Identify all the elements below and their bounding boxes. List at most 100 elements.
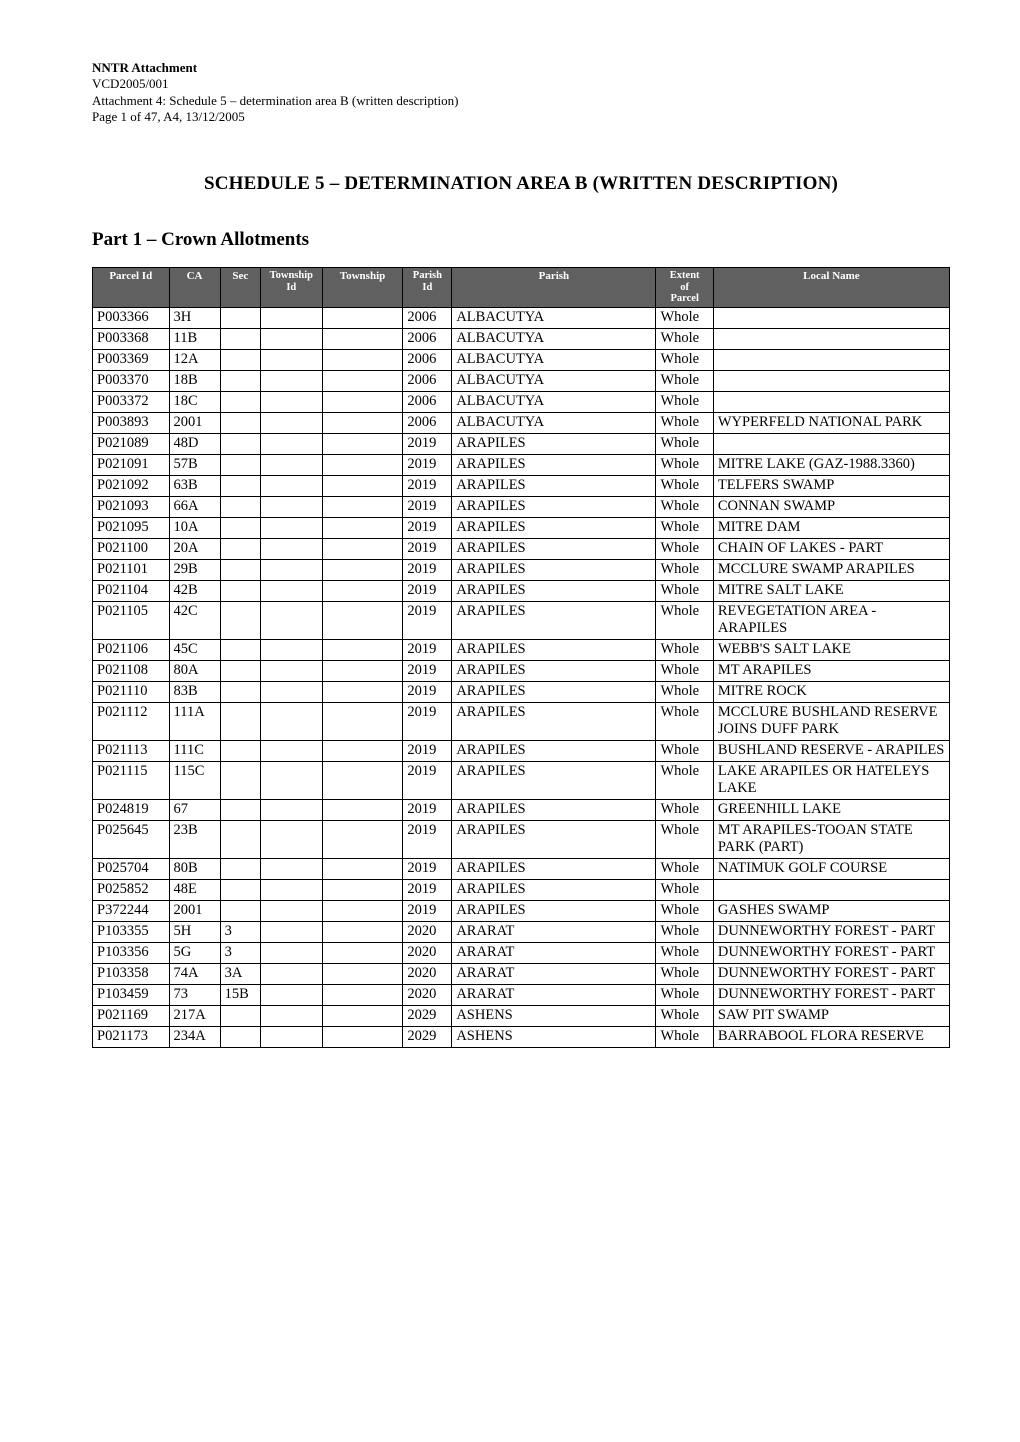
cell-parcel_id: P003370 [93,370,170,391]
cell-extent: Whole [656,702,713,740]
cell-township [322,496,403,517]
cell-local_name: DUNNEWORTHY FOREST - PART [713,942,949,963]
allotments-table: Parcel IdCASecTownshipIdTownshipParishId… [92,267,950,1048]
cell-parish: ALBACUTYA [452,370,656,391]
cell-parcel_id: P003893 [93,412,170,433]
cell-extent: Whole [656,517,713,538]
col-header-parcel_id: Parcel Id [93,268,170,308]
cell-ca: 18C [169,391,220,412]
cell-parish: ARAPILES [452,681,656,702]
cell-parish: ARAPILES [452,538,656,559]
cell-parish_id: 2019 [403,517,452,538]
table-row: P02564523B2019ARAPILESWholeMT ARAPILES-T… [93,820,950,858]
table-row: P37224420012019ARAPILESWholeGASHES SWAMP [93,900,950,921]
cell-ca: 3H [169,307,220,328]
cell-township [322,702,403,740]
cell-township_id [260,1005,322,1026]
table-row: P1034597315B2020ARARATWholeDUNNEWORTHY F… [93,984,950,1005]
cell-parish_id: 2006 [403,412,452,433]
cell-township [322,517,403,538]
cell-sec [220,328,260,349]
cell-township [322,559,403,580]
cell-parcel_id: P024819 [93,799,170,820]
cell-township_id [260,307,322,328]
cell-township_id [260,601,322,639]
page: NNTR Attachment VCD2005/001 Attachment 4… [0,0,1020,1442]
cell-parcel_id: P103358 [93,963,170,984]
cell-parish: ARAPILES [452,580,656,601]
cell-parish: ARAPILES [452,601,656,639]
cell-parcel_id: P103355 [93,921,170,942]
cell-parcel_id: P021169 [93,1005,170,1026]
table-row: P02109366A2019ARAPILESWholeCONNAN SWAMP [93,496,950,517]
cell-township_id [260,740,322,761]
cell-extent: Whole [656,370,713,391]
cell-parish_id: 2019 [403,433,452,454]
cell-sec [220,538,260,559]
cell-parish_id: 2006 [403,391,452,412]
cell-parish: ALBACUTYA [452,412,656,433]
cell-parcel_id: P003368 [93,328,170,349]
cell-parcel_id: P021092 [93,475,170,496]
cell-parish_id: 2019 [403,538,452,559]
cell-parcel_id: P021115 [93,761,170,799]
cell-local_name: DUNNEWORTHY FOREST - PART [713,984,949,1005]
cell-parish: ALBACUTYA [452,349,656,370]
cell-parish_id: 2019 [403,820,452,858]
cell-local_name: DUNNEWORTHY FOREST - PART [713,963,949,984]
cell-parish_id: 2019 [403,900,452,921]
cell-township_id [260,858,322,879]
cell-parish_id: 2020 [403,963,452,984]
cell-township_id [260,580,322,601]
cell-local_name [713,433,949,454]
cell-extent: Whole [656,349,713,370]
cell-township_id [260,475,322,496]
cell-parish: ARAPILES [452,740,656,761]
cell-ca: 74A [169,963,220,984]
cell-township [322,328,403,349]
cell-sec [220,454,260,475]
cell-extent: Whole [656,1005,713,1026]
cell-parish: ARAPILES [452,454,656,475]
cell-ca: 2001 [169,900,220,921]
cell-ca: 57B [169,454,220,475]
cell-sec: 15B [220,984,260,1005]
cell-township [322,475,403,496]
cell-township [322,601,403,639]
cell-parcel_id: P021112 [93,702,170,740]
table-head: Parcel IdCASecTownshipIdTownshipParishId… [93,268,950,308]
cell-extent: Whole [656,900,713,921]
cell-local_name [713,879,949,900]
cell-township_id [260,538,322,559]
cell-township [322,900,403,921]
cell-township_id [260,412,322,433]
cell-local_name: WEBB'S SALT LAKE [713,639,949,660]
table-header-row: Parcel IdCASecTownshipIdTownshipParishId… [93,268,950,308]
cell-extent: Whole [656,307,713,328]
cell-ca: 63B [169,475,220,496]
table-row: P02109510A2019ARAPILESWholeMITRE DAM [93,517,950,538]
cell-ca: 5G [169,942,220,963]
cell-sec: 3A [220,963,260,984]
cell-local_name: DUNNEWORTHY FOREST - PART [713,921,949,942]
table-row: P1033555H32020ARARATWholeDUNNEWORTHY FOR… [93,921,950,942]
cell-parish: ARAPILES [452,496,656,517]
cell-parish_id: 2019 [403,858,452,879]
cell-parish_id: 2019 [403,702,452,740]
cell-parish: ALBACUTYA [452,328,656,349]
cell-parcel_id: P021091 [93,454,170,475]
cell-parish: ARAPILES [452,858,656,879]
table-row: P021113111C2019ARAPILESWholeBUSHLAND RES… [93,740,950,761]
cell-parish_id: 2006 [403,307,452,328]
cell-parish: ARAPILES [452,799,656,820]
col-header-parish: Parish [452,268,656,308]
table-row: P024819672019ARAPILESWholeGREENHILL LAKE [93,799,950,820]
cell-sec [220,580,260,601]
cell-local_name [713,328,949,349]
cell-extent: Whole [656,454,713,475]
cell-parish: ARAPILES [452,433,656,454]
cell-sec [220,1026,260,1047]
table-row: P10335874A3A2020ARARATWholeDUNNEWORTHY F… [93,963,950,984]
cell-township_id [260,370,322,391]
cell-ca: 10A [169,517,220,538]
